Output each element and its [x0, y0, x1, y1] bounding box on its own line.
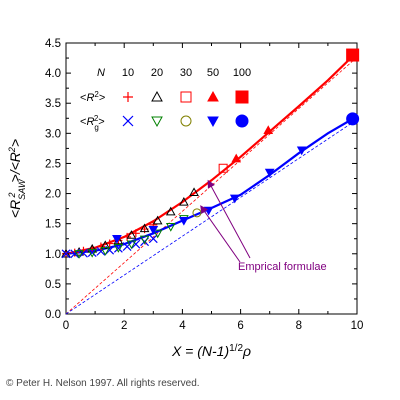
data-point: [165, 222, 176, 232]
y-tick-label: 0.0: [45, 309, 61, 321]
data-point: [123, 232, 132, 241]
legend-marker: [151, 116, 163, 128]
data-point: [87, 248, 98, 258]
data-point: [131, 239, 141, 249]
legend-header: N: [97, 67, 105, 79]
data-point: [126, 230, 137, 239]
y-tick-label: 2.5: [45, 158, 61, 170]
y-tick-label: 1.5: [45, 219, 61, 231]
data-point: [346, 112, 360, 126]
data-point: [126, 240, 137, 250]
data-point: [264, 168, 275, 178]
legend-n-value: 30: [180, 67, 192, 79]
data-point: [148, 225, 159, 235]
x-tick-label: 4: [179, 320, 186, 332]
data-point: [263, 125, 274, 135]
legend-n-value: 10: [122, 67, 134, 79]
data-point: [139, 235, 150, 245]
x-tick-label: 0: [63, 320, 69, 332]
y-tick-label: 0.5: [45, 279, 61, 291]
legend-marker: [151, 90, 163, 102]
data-point: [87, 248, 97, 257]
data-point: [74, 250, 84, 259]
data-point: [122, 242, 132, 251]
data-point: [152, 215, 163, 225]
x-tick-label: 6: [237, 320, 243, 332]
legend: N 10 20 30 50 100 <R2> <Rg2>: [80, 67, 251, 132]
annotation-arrow: [207, 179, 251, 259]
data-point: [100, 240, 111, 250]
data-point: [61, 248, 71, 258]
data-point: [231, 153, 242, 163]
legend-row-label: <R2>: [80, 90, 105, 105]
data-point: [113, 243, 123, 253]
data-point: [139, 223, 150, 233]
y-tick-label: 3.0: [45, 128, 61, 140]
x-tick-label: 2: [121, 320, 127, 332]
fit-line: [65, 117, 354, 255]
data-point: [96, 246, 106, 256]
legend-row-label: <Rg2>: [80, 114, 105, 132]
data-point: [96, 242, 105, 251]
data-point: [218, 163, 228, 173]
legend-marker: [235, 90, 249, 104]
data-point: [100, 247, 111, 256]
data-point: [61, 249, 71, 259]
legend-marker: [180, 115, 192, 127]
legend-marker: [207, 116, 219, 128]
data-point: [346, 48, 360, 62]
data-point: [179, 216, 189, 226]
x-axis-label: X = (N-1)1/2ρ: [171, 343, 251, 360]
plot-layer: 0.0 0.5 1.0 1.5 2.0 2.5 3.0 3.5 4.0 4.5 0 2 4 6 8 10 X =…: [7, 38, 363, 359]
data-point: [179, 196, 189, 206]
fit-line: [65, 55, 354, 255]
y-tick-label: 3.5: [45, 98, 61, 110]
x-tick-label: 8: [296, 320, 302, 332]
y-tick-label: 1.0: [45, 249, 61, 261]
y-axis-label: <RSAW2>/<R2>: [7, 139, 27, 218]
legend-n-value: 100: [233, 67, 251, 79]
legend-marker: [122, 115, 134, 127]
legend-marker: [235, 114, 249, 128]
y-tick-label: 4.0: [45, 68, 61, 80]
legend-n-value: 20: [151, 67, 163, 79]
plot-frame: [65, 42, 358, 315]
annotation-arrow: [200, 205, 241, 263]
data-point: [152, 229, 163, 239]
data-point: [229, 194, 240, 204]
data-point: [112, 235, 122, 244]
legend-marker: [207, 90, 219, 102]
annotation-label: Emprical formulae: [238, 261, 327, 273]
data-point: [113, 244, 124, 253]
data-point: [165, 206, 176, 216]
data-point: [70, 249, 80, 259]
y-tick-label: 2.0: [45, 189, 61, 201]
data-point: [189, 187, 199, 197]
legend-marker: [123, 92, 133, 102]
legend-n-value: 50: [207, 67, 219, 79]
copyright-notice: © Peter H. Nelson 1997. All rights reser…: [6, 378, 200, 389]
legend-marker: [180, 91, 192, 103]
x-tick-label: 10: [351, 320, 364, 332]
data-point: [148, 234, 158, 244]
y-tick-label: 4.5: [45, 38, 61, 50]
data-point: [296, 146, 307, 156]
